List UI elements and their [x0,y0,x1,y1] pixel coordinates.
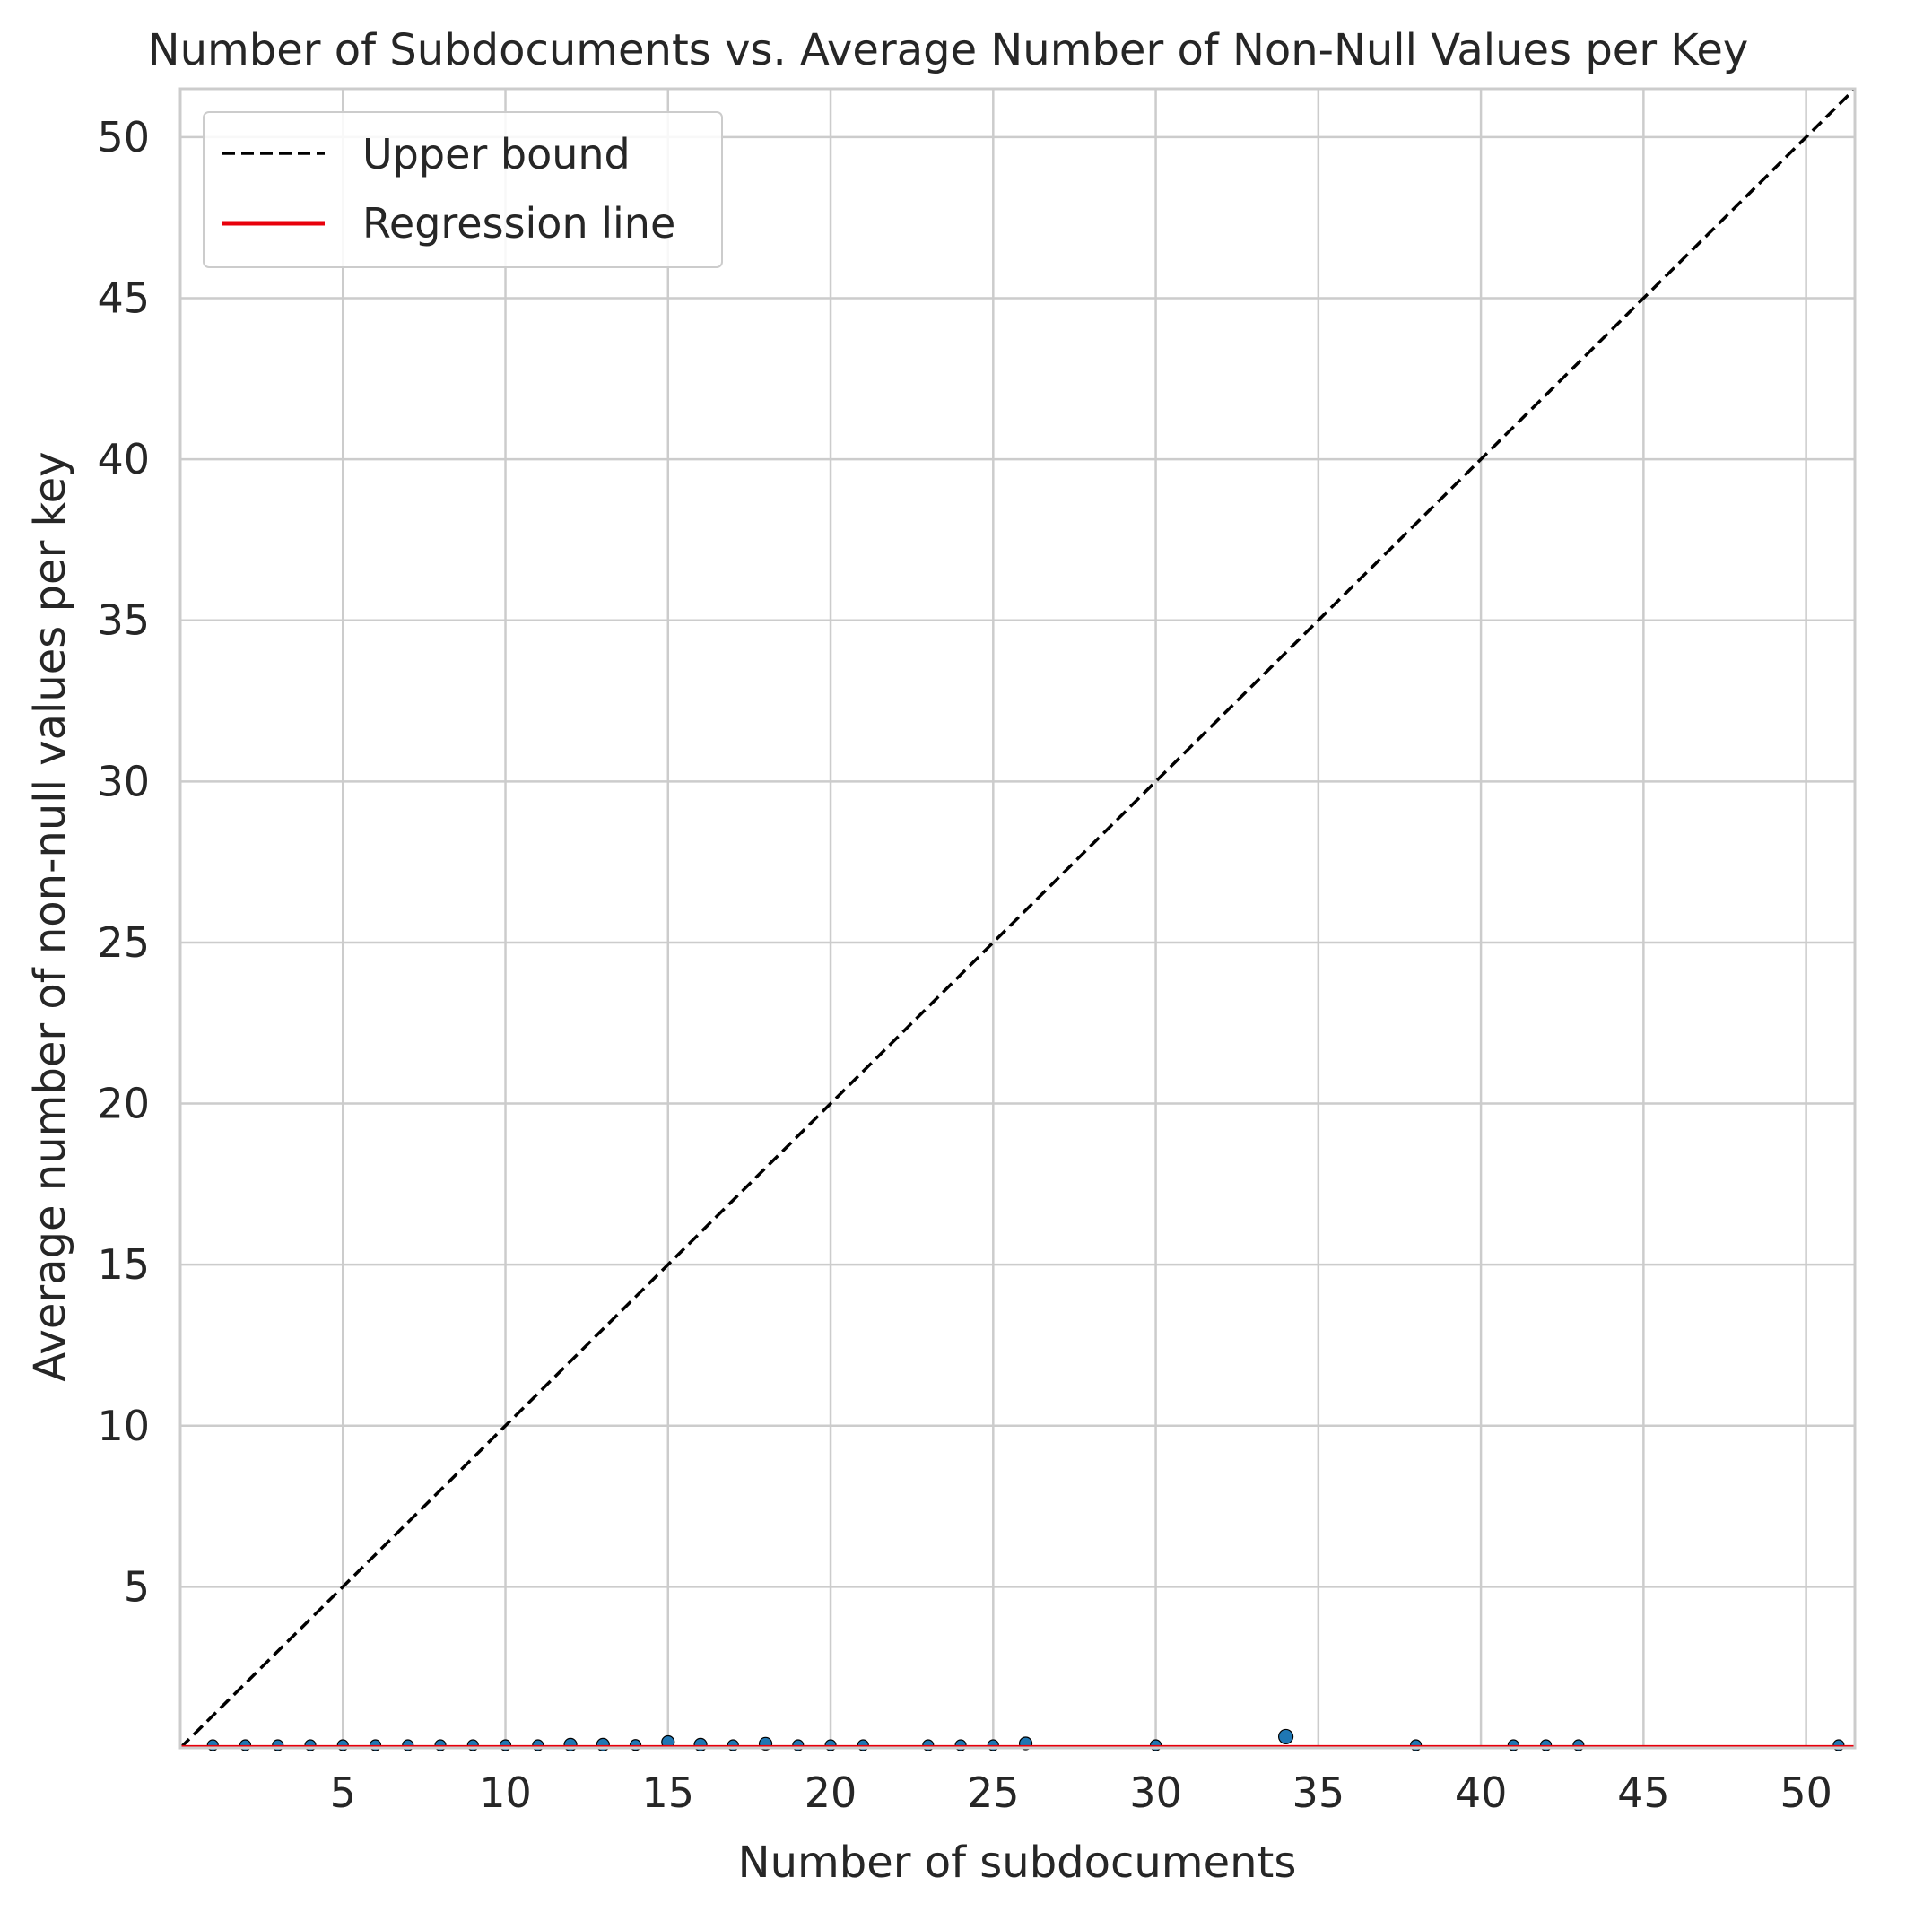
y-tick-labels: 5 10 15 20 25 30 35 40 45 50 [97,113,150,1612]
axes-frame [178,87,1857,1750]
y-tick-label: 15 [97,1240,150,1289]
x-tick-label: 35 [1292,1769,1345,1817]
x-axis-label: Number of subdocuments [738,1838,1297,1888]
y-tick-label: 40 [97,435,150,483]
y-tick-label: 30 [97,757,150,805]
x-tick-label: 30 [1129,1769,1182,1817]
x-tick-label: 25 [967,1769,1020,1817]
legend-box [203,111,723,268]
y-tick-label: 50 [97,113,150,161]
y-tick-label: 45 [97,274,150,322]
x-tick-label: 40 [1455,1769,1508,1817]
x-tick-label: 20 [805,1769,857,1817]
legend-regression-label: Regression line [362,199,675,248]
upper-bound-line [178,87,1857,1750]
y-tick-label: 20 [97,1080,150,1128]
scatter-point [1277,1728,1294,1745]
y-axis-label: Average number of non-null values per ke… [25,451,75,1381]
x-tick-label: 15 [642,1769,695,1817]
chart-title: Number of Subdocuments vs. Average Numbe… [148,25,1749,75]
y-tick-label: 25 [97,918,150,967]
x-tick-label: 45 [1617,1769,1670,1817]
x-tick-label: 50 [1780,1769,1832,1817]
y-tick-label: 35 [97,596,150,645]
x-tick-label: 5 [330,1769,356,1817]
legend-upper-bound-label: Upper bound [362,130,631,178]
y-tick-label: 10 [97,1402,150,1450]
x-tick-labels: 5 10 15 20 25 30 35 40 45 50 [330,1769,1832,1817]
legend: Upper bound Regression line [203,111,723,268]
x-tick-label: 10 [479,1769,532,1817]
grid [180,89,1855,1748]
y-tick-label: 5 [124,1562,150,1611]
